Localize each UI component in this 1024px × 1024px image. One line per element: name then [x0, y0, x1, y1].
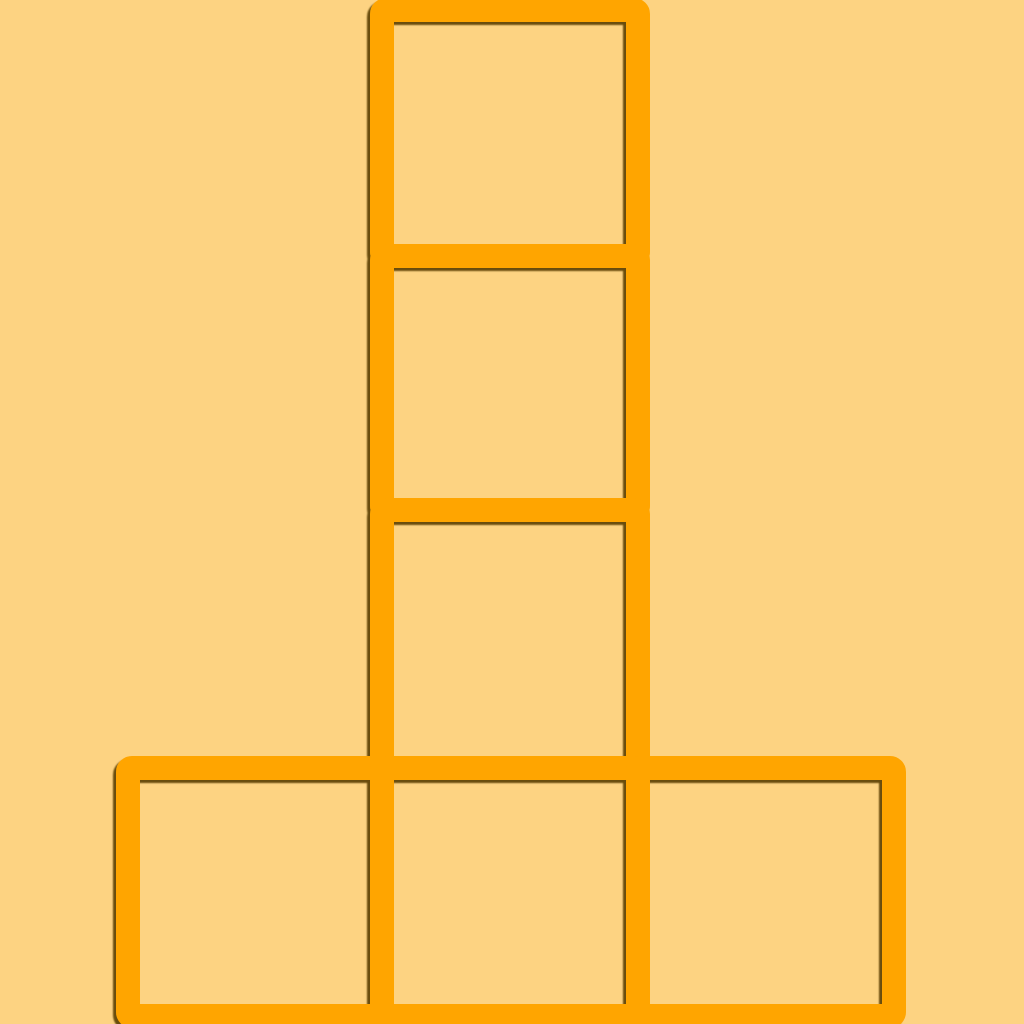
square-r3-c2: [626, 756, 906, 1024]
squares-group: [116, 0, 906, 1024]
